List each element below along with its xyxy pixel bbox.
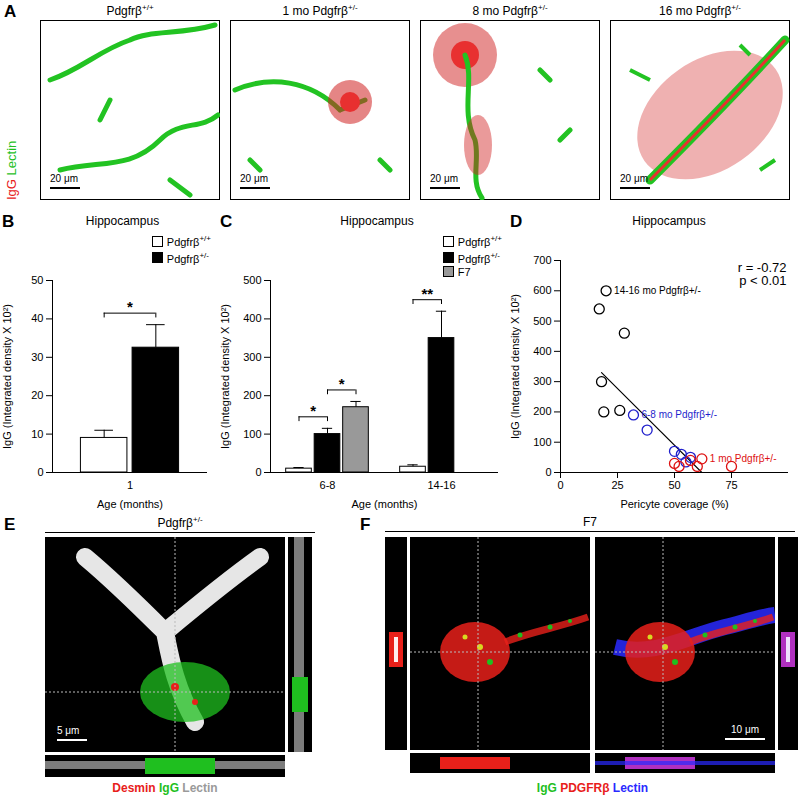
svg-text:400: 400 [243,312,261,324]
svg-text:20: 20 [31,389,43,401]
svg-text:75: 75 [725,479,737,491]
svg-text:*: * [310,402,316,419]
svg-text:14-16 mo Pdgfrβ+/-: 14-16 mo Pdgfrβ+/- [614,285,701,296]
html-text:16 mo Pdgfrβ+/-: 16 mo Pdgfrβ+/- [659,3,741,18]
svg-text:600: 600 [533,284,551,296]
svg-text:**: ** [421,285,433,302]
svg-text:100: 100 [533,436,551,448]
svg-text:0: 0 [37,466,43,478]
svg-text:40: 40 [31,312,43,324]
svg-text:700: 700 [533,254,551,266]
html-text:Pdgfrβ+/+: Pdgfrβ+/+ [166,234,211,248]
html-text:Pdgfrβ+/-: Pdgfrβ+/- [157,515,203,530]
svg-text:30: 30 [31,351,43,363]
html-text:A: A [4,2,17,21]
html-text:F7: F7 [583,515,597,529]
svg-text:20 μm: 20 μm [50,173,78,184]
svg-text:*: * [127,298,133,315]
html-text:C: C [220,212,233,231]
html-text:B: B [2,212,15,231]
svg-text:1 mo Pdgfrβ+/-: 1 mo Pdgfrβ+/- [710,453,777,464]
html-text:Pdgfrβ+/-: Pdgfrβ+/- [166,250,209,265]
svg-text:300: 300 [533,375,551,387]
html-text:Pdgfrβ+/+: Pdgfrβ+/+ [106,3,154,18]
svg-text:500: 500 [533,315,551,327]
html-text:F7: F7 [457,266,471,279]
html-text:Pdgfrβ+/-: Pdgfrβ+/- [457,250,500,265]
svg-text:300: 300 [243,351,261,363]
svg-text:Age (months): Age (months) [97,498,163,510]
svg-text:0: 0 [255,466,261,478]
html-text:IgG: IgG [4,179,19,200]
svg-text:100: 100 [243,428,261,440]
html-text:D: D [510,212,523,231]
svg-text:0: 0 [557,479,563,491]
svg-text:200: 200 [243,389,261,401]
svg-text:0: 0 [545,466,551,478]
svg-text:5 μm: 5 μm [57,725,79,736]
html-text:IgG PDGFRβ Lectin: IgG PDGFRβ Lectin [536,781,649,795]
svg-text:*: * [339,375,345,392]
html-text:Desmin IgG Lectin: Desmin IgG Lectin [112,781,218,795]
svg-text:200: 200 [533,405,551,417]
svg-text:10 μm: 10 μm [731,724,759,735]
html-text:Hippocampus: Hippocampus [632,214,706,228]
svg-text:IgG (Integrated density X 10²): IgG (Integrated density X 10²) [219,304,231,449]
html-text:1 mo Pdgfrβ+/-: 1 mo Pdgfrβ+/- [282,3,358,18]
svg-text:Pericyte coverage (%): Pericyte coverage (%) [620,498,728,510]
svg-text:10: 10 [31,428,43,440]
html-text:Pdgfrβ+/+: Pdgfrβ+/+ [457,234,502,248]
svg-text:20 μm: 20 μm [240,173,268,184]
svg-text:IgG (Integrated density X 10²): IgG (Integrated density X 10²) [509,294,521,439]
svg-text:Age (months): Age (months) [351,498,417,510]
html-text:Lectin: Lectin [4,140,19,176]
svg-text:6-8: 6-8 [320,479,336,491]
svg-text:IgG (Integrated density X 10²): IgG (Integrated density X 10²) [1,304,13,449]
html-text:8 mo Pdgfrβ+/-: 8 mo Pdgfrβ+/- [472,3,548,18]
svg-text:1: 1 [127,479,133,491]
svg-text:25: 25 [611,479,623,491]
svg-text:50: 50 [668,479,680,491]
svg-text:20 μm: 20 μm [620,173,648,184]
svg-text:50: 50 [31,274,43,286]
svg-text:r = -0.72p < 0.01: r = -0.72p < 0.01 [738,260,787,288]
html-text:Hippocampus: Hippocampus [85,214,160,228]
html-text:Hippocampus: Hippocampus [340,214,414,228]
svg-text:500: 500 [243,274,261,286]
svg-text:20 μm: 20 μm [430,173,458,184]
svg-text:14-16: 14-16 [427,479,455,491]
html-text:F: F [360,515,371,534]
svg-text:6-8 mo Pdgfrβ+/-: 6-8 mo Pdgfrβ+/- [641,409,717,420]
svg-text:400: 400 [533,345,551,357]
html-text:E: E [4,515,16,534]
